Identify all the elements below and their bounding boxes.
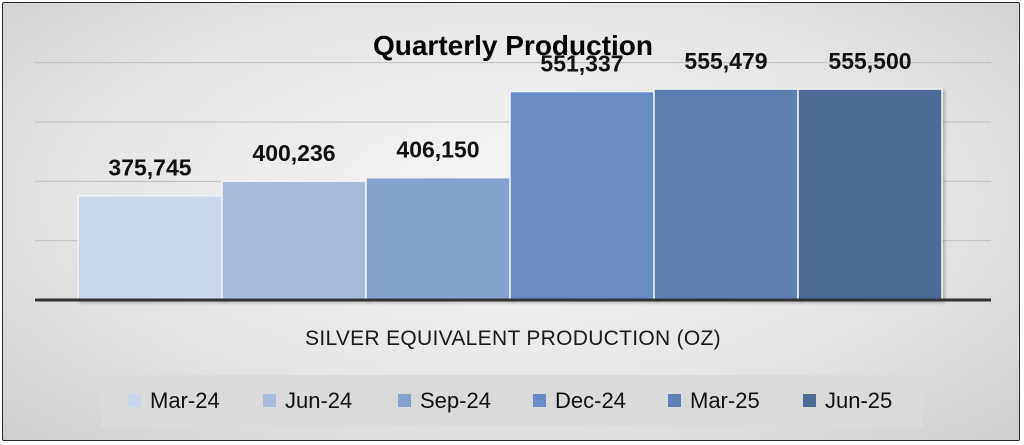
legend-label-dec-24: Dec-24 xyxy=(555,388,626,413)
data-label-sep-24: 406,150 xyxy=(396,137,479,163)
legend-label-sep-24: Sep-24 xyxy=(420,388,491,413)
data-label-jun-24: 400,236 xyxy=(252,140,335,166)
legend-swatch-mar-25 xyxy=(668,394,681,407)
legend-label-mar-25: Mar-25 xyxy=(690,388,760,413)
legend-label-jun-25: Jun-25 xyxy=(825,388,892,413)
legend-swatch-sep-24 xyxy=(398,394,411,407)
legend-swatch-jun-24 xyxy=(263,394,276,407)
legend-label-jun-24: Jun-24 xyxy=(285,388,352,413)
x-axis-title: SILVER EQUIVALENT PRODUCTION (OZ) xyxy=(305,327,721,350)
bar-dec-24 xyxy=(509,90,655,301)
data-labels: 375,745 400,236 406,150 551,337 555,479 555,5… xyxy=(108,48,911,181)
bars xyxy=(77,88,943,301)
legend-label-mar-24: Mar-24 xyxy=(150,388,220,413)
bar-mar-24 xyxy=(77,194,223,301)
data-label-jun-25: 555,500 xyxy=(828,48,911,74)
chart-title: Quarterly Production xyxy=(373,30,653,61)
bar-jun-24 xyxy=(221,180,367,301)
legend-swatch-dec-24 xyxy=(533,394,546,407)
data-label-dec-24: 551,337 xyxy=(540,51,623,77)
bar-mar-25 xyxy=(653,88,799,301)
data-label-mar-24: 375,745 xyxy=(108,155,191,181)
bar-jun-25 xyxy=(797,88,943,301)
legend-swatch-jun-25 xyxy=(803,394,816,407)
legend-swatch-mar-24 xyxy=(128,394,141,407)
legend-background xyxy=(101,375,923,427)
bar-sep-24 xyxy=(365,176,511,301)
legend: Mar-24 Jun-24 Sep-24 Dec-24 Mar-25 Jun-25 xyxy=(101,375,923,427)
data-label-mar-25: 555,479 xyxy=(684,48,767,74)
quarterly-production-chart: Quarterly Production 375,745 400,236 406,1… xyxy=(35,30,991,427)
